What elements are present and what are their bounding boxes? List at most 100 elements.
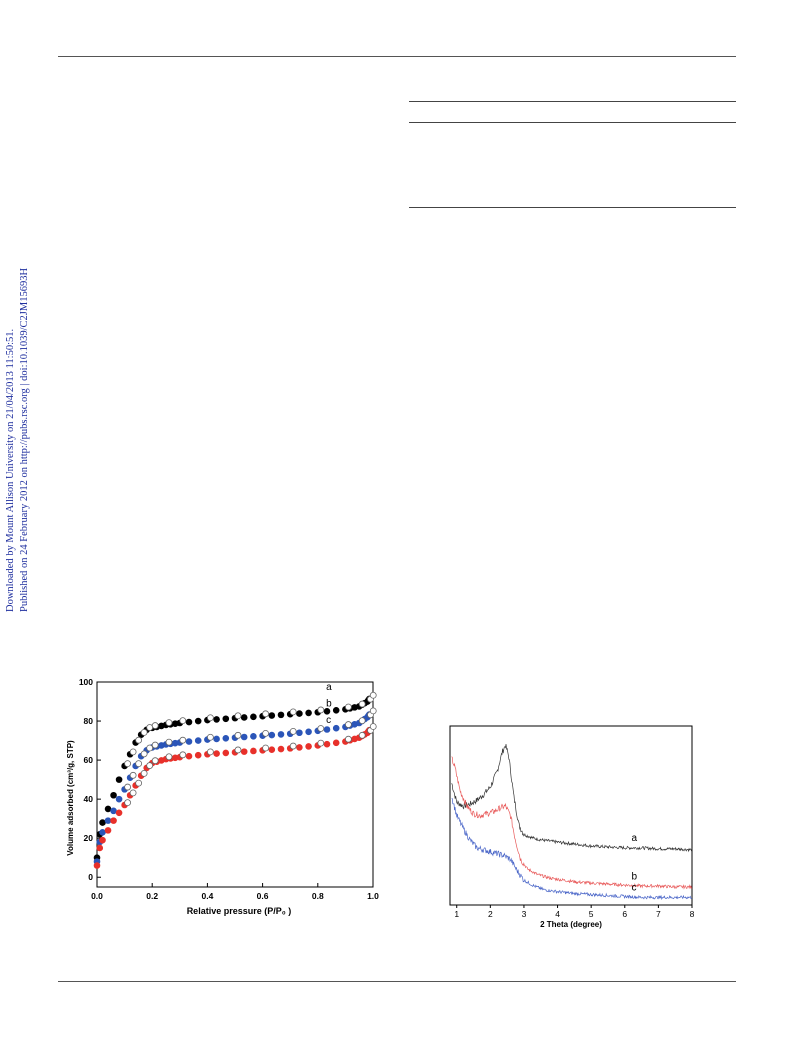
isotherm-desorption-point [135,736,143,744]
isotherm-desorption-point [289,742,297,750]
xrd-x-tick-label: 8 [690,909,695,919]
isotherm-adsorption-point [323,707,331,715]
isotherm-desorption-point [165,753,173,761]
isotherm-x-tick-label: 0.2 [146,891,158,901]
isotherm-adsorption-point [115,776,123,783]
isotherm-desorption-point [262,710,270,718]
isotherm-adsorption-point [240,748,248,755]
isotherm-adsorption-point [268,731,276,739]
isotherm-desorption-point [289,708,297,716]
publication-line: Published on 24 February 2012 on http://… [19,267,30,612]
isotherm-y-tick-label: 60 [84,755,94,765]
isotherm-adsorption-point [104,817,112,824]
isotherm-desorption-point [179,736,187,744]
isotherm-adsorption-point [93,862,101,869]
isotherm-desorption-point [358,731,366,739]
isotherm-adsorption-point [99,819,106,826]
isotherm-y-tick-label: 0 [88,872,93,882]
isotherm-x-tick-label: 1.0 [367,891,379,901]
isotherm-desorption-point [344,735,352,743]
isotherm-desorption-point [206,733,214,741]
isotherm-desorption-point [344,703,352,711]
isotherm-adsorption-point [250,747,257,755]
isotherm-desorption-point [234,731,242,739]
xrd-plot-frame [449,725,693,906]
isotherm-adsorption-point [305,709,312,717]
isotherm-desorption-point [129,748,137,756]
isotherm-desorption-point [129,771,137,779]
isotherm-desorption-point [135,760,143,768]
isotherm-desorption-point [234,712,242,720]
isotherm-adsorption-point [213,716,220,723]
isotherm-y-tick-label: 80 [84,716,94,726]
isotherm-adsorption-point [222,749,230,757]
isotherm-y-tick-label: 40 [84,794,94,804]
xrd-x-tick-label: 3 [522,909,527,919]
isotherm-desorption-point [135,779,143,787]
isotherm-series-label: c [326,715,331,726]
isotherm-desorption-point [165,719,173,727]
isotherm-desorption-point [124,760,131,768]
isotherm-adsorption-point [104,805,112,813]
isotherm-adsorption-point [194,737,202,744]
isotherm-y-axis-label: Volume adsorbed (cm³/g, STP) [66,740,75,856]
isotherm-adsorption-point [240,733,248,741]
isotherm-desorption-point [358,700,366,708]
xrd-x-tick-label: 6 [622,909,627,919]
isotherm-x-axis-label: Relative pressure (P/P₀ ) [187,906,292,916]
isotherm-desorption-point [179,717,187,725]
isotherm-desorption-point [317,706,325,714]
isotherm-desorption-point [262,729,270,737]
isotherm-adsorption-point [305,728,312,736]
isotherm-series-label: a [326,682,332,693]
isotherm-adsorption-point [323,740,331,748]
isotherm-x-tick-label: 0.8 [312,891,324,901]
isotherm-adsorption-point [277,711,285,719]
isotherm-adsorption-point [194,751,202,759]
isotherm-series-a [93,691,377,862]
isotherm-adsorption-point [250,713,257,721]
isotherm-adsorption-point [115,809,123,817]
xrd-chart: 1 2 3 4 5 6 7 8 a bc 2 Theta (degree) [449,725,695,929]
isotherm-adsorption-point [99,836,106,844]
isotherm-desorption-point [165,738,173,746]
isotherm-adsorption-point [185,718,193,726]
isotherm-adsorption-point [296,710,303,717]
isotherm-adsorption-point [115,795,123,803]
download-line: Downloaded by Mount Allison University o… [5,328,16,612]
isotherm-adsorption-point [110,807,117,815]
isotherm-adsorption-point [240,714,248,721]
xrd-x-tick-label: 1 [454,909,459,919]
isotherm-desorption-point [369,723,377,730]
isotherm-adsorption-point [96,844,104,852]
isotherm-adsorption-point [277,745,285,753]
isotherm-adsorption-point [332,707,340,714]
isotherm-series-c [93,723,377,869]
isotherm-adsorption-point [99,829,106,836]
xrd-x-tick-label: 5 [589,909,594,919]
table-header-rule [409,122,736,123]
isotherm-adsorption-point [194,717,202,725]
xrd-x-tick-label: 7 [656,909,661,919]
isotherm-desorption-point [140,769,148,777]
isotherm-adsorption-point [213,735,220,743]
isotherm-adsorption-point [185,738,193,745]
isotherm-y-tick-label: 20 [84,833,94,843]
download-watermark: Downloaded by Mount Allison University o… [4,252,40,612]
isotherm-desorption-point [317,725,325,732]
isotherm-adsorption-point [104,827,112,834]
xrd-series-label: b [632,871,638,882]
isotherm-adsorption-point [213,750,220,757]
isotherm-desorption-point [344,721,352,728]
isotherm-adsorption-point [110,791,117,799]
isotherm-desorption-point [289,727,297,735]
isotherm-adsorption-point [250,733,257,740]
isotherm-desorption-point [262,744,270,752]
xrd-series-b [451,756,693,890]
isotherm-desorption-point [146,744,154,752]
isotherm-adsorption-point [110,817,117,824]
isotherm-adsorption-point [332,739,340,747]
isotherm-series-label: b [326,698,332,709]
xrd-series-a [451,743,693,853]
isotherm-desorption-point [151,722,159,729]
